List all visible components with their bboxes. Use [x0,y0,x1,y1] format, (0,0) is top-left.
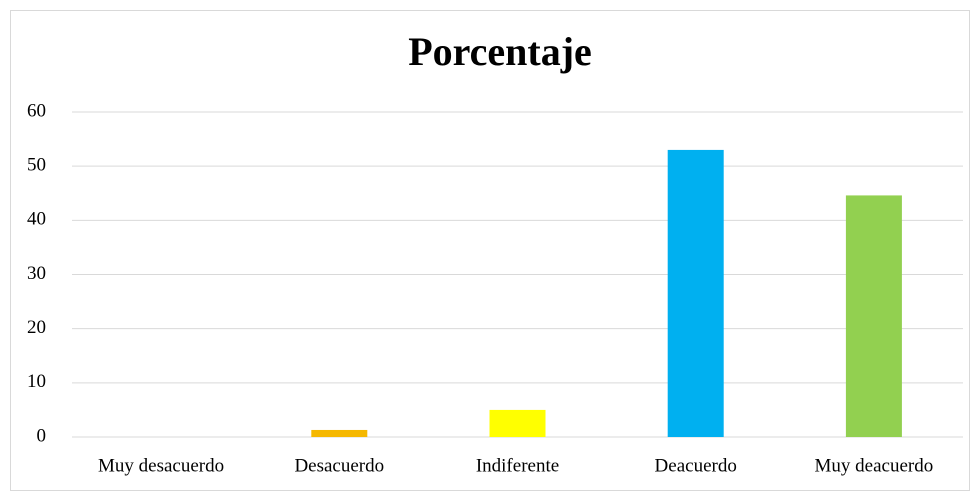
y-tick-label: 0 [37,425,47,446]
bar [845,195,902,437]
y-tick-label: 40 [27,209,46,230]
x-tick-label: Deacuerdo [655,455,737,476]
y-tick-label: 60 [27,100,46,121]
chart-title: Porcentaje [408,29,592,74]
bar [667,149,724,437]
x-tick-label: Desacuerdo [294,455,384,476]
y-tick-label: 30 [27,263,46,284]
bar [311,429,368,437]
y-tick-label: 10 [27,371,46,392]
x-tick-label: Indiferente [476,455,559,476]
x-tick-label: Muy deacuerdo [815,455,934,476]
bar [489,409,546,437]
y-tick-label: 50 [27,155,46,176]
x-tick-label: Muy desacuerdo [98,455,224,476]
y-tick-label: 20 [27,317,46,338]
